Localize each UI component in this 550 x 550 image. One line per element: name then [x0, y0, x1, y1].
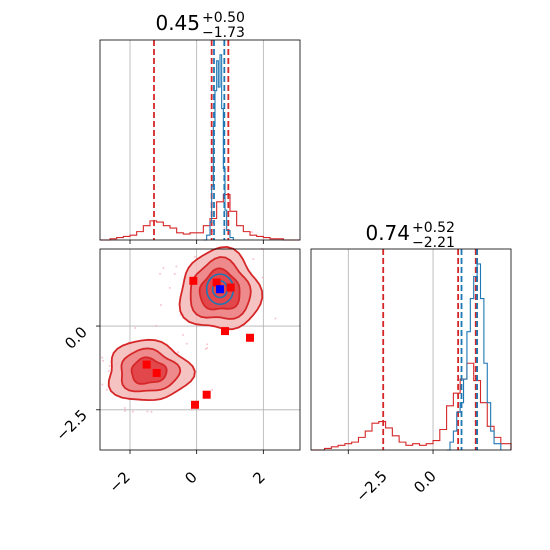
joint-sample-point-49	[105, 388, 108, 391]
joint-x-tick-label-0: −2	[105, 468, 133, 496]
joint-sample-point-28	[261, 276, 264, 279]
hist-param1-title-median: 0.45	[155, 11, 200, 35]
joint-sample-point-47	[206, 343, 209, 346]
joint-cluster-1-contour-2	[130, 356, 168, 385]
joint-red-marker-5	[142, 360, 151, 369]
joint-sample-point-12	[252, 258, 255, 261]
joint-sample-point-11	[211, 388, 214, 391]
joint-frame	[99, 248, 301, 451]
joint-sample-point-20	[193, 255, 196, 258]
hist-param2-panel: 0.74 +0.52 −2.21	[310, 220, 512, 454]
joint-sample-point-9	[101, 383, 104, 386]
joint-sample-point-32	[162, 266, 165, 269]
joint-sample-point-58	[159, 303, 162, 306]
hist-param1-title-minus: −1.73	[202, 25, 245, 41]
tick-labels: −2 0 2 0.0 −2.5 −2.5 0.0	[52, 323, 439, 505]
joint-sample-point-0	[168, 286, 171, 289]
joint-sample-point-3	[204, 347, 207, 350]
hist-param1-panel: 0.45 +0.50 −1.73	[99, 10, 301, 244]
joint-y-tick-label-1: −2.5	[52, 406, 90, 444]
joint-red-marker-4	[246, 333, 254, 342]
hist-param1-title-plus: +0.50	[202, 10, 245, 26]
joint-sample-point-7	[107, 370, 110, 373]
joint-sample-point-37	[190, 408, 193, 411]
p1-series-1-step	[203, 54, 234, 241]
joint-sample-point-39	[146, 410, 149, 413]
joint-param1-param2-panel	[96, 224, 301, 454]
joint-sample-point-2	[173, 272, 176, 275]
joint-sample-point-33	[102, 359, 105, 362]
joint-red-marker-2	[226, 283, 235, 292]
p2-series-1-step	[446, 263, 502, 451]
joint-y-tick-label-0: 0.0	[61, 323, 91, 353]
joint-x-tick-label-2: 2	[249, 468, 268, 487]
joint-sample-point-29	[123, 406, 126, 409]
joint-red-marker-0	[189, 276, 198, 285]
joint-sample-point-22	[223, 226, 226, 229]
joint-sample-point-36	[211, 231, 214, 234]
hist-param2-x-tick-label-1: 0.0	[410, 467, 440, 497]
joint-red-marker-1	[212, 278, 221, 287]
joint-x-tick-label-1: 0	[181, 468, 200, 487]
joint-sample-point-43	[124, 409, 127, 412]
joint-blue-marker-0	[216, 285, 224, 294]
joint-red-marker-3	[221, 327, 229, 336]
p1-series-0-step	[100, 194, 300, 241]
joint-sample-point-21	[206, 346, 209, 349]
hist-param2-title-minus: −2.21	[412, 235, 455, 251]
joint-sample-point-38	[274, 317, 277, 320]
hist-param2-title-median: 0.74	[365, 221, 410, 245]
joint-red-marker-7	[202, 390, 211, 399]
joint-red-marker-8	[191, 400, 199, 409]
joint-sample-point-1	[177, 351, 180, 354]
joint-sample-point-53	[131, 410, 134, 413]
joint-sample-point-19	[182, 334, 185, 337]
joint-sample-point-48	[159, 272, 162, 275]
joint-sample-point-16	[250, 231, 253, 234]
joint-sample-point-54	[185, 342, 188, 345]
joint-sample-point-55	[155, 324, 158, 327]
joint-sample-point-25	[150, 410, 153, 413]
joint-red-marker-6	[152, 368, 161, 377]
joint-sample-point-23	[108, 365, 111, 368]
p1-frame	[99, 39, 301, 241]
p2-series-0-step	[311, 362, 512, 451]
joint-sample-point-5	[134, 326, 137, 329]
hist-param2-title-plus: +0.52	[412, 220, 455, 236]
joint-sample-point-14	[175, 265, 178, 268]
joint-sample-point-44	[212, 224, 215, 227]
p2-frame	[310, 248, 512, 451]
joint-sample-point-31	[101, 356, 104, 359]
hist-param2-x-tick-label-0: −2.5	[352, 467, 390, 505]
